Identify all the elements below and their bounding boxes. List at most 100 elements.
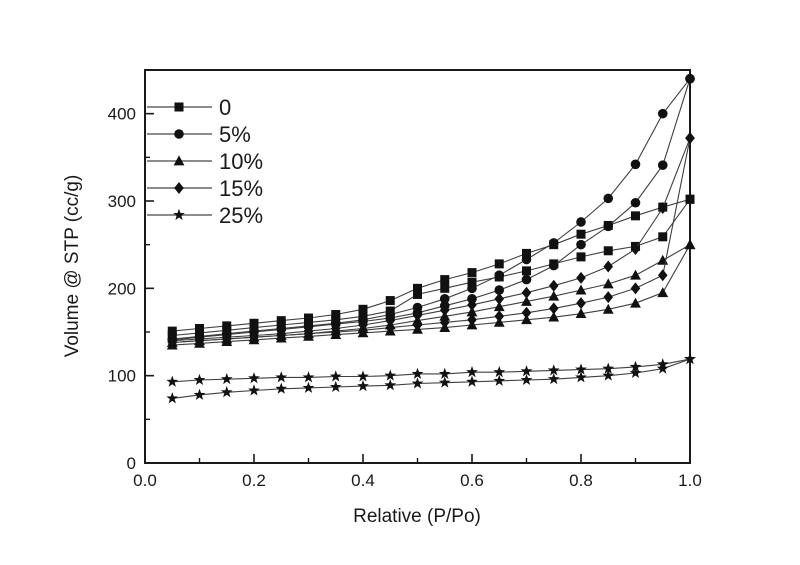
triangle-marker: [575, 308, 587, 319]
circle-marker: [467, 283, 477, 294]
triangle-marker: [493, 301, 505, 312]
branch-line: [172, 244, 691, 346]
star-marker: [173, 208, 185, 221]
diamond-marker: [603, 291, 614, 304]
square-marker: [222, 321, 232, 331]
legend-label: 15%: [219, 176, 263, 201]
series-circle: [167, 73, 695, 345]
star-marker: [411, 377, 424, 389]
legend-item: 25%: [147, 203, 263, 228]
square-marker: [631, 211, 640, 221]
star-marker: [493, 374, 506, 386]
diamond-marker: [576, 271, 586, 284]
star-marker: [575, 371, 587, 383]
y-tick-label: 100: [108, 367, 136, 386]
star-marker: [629, 366, 642, 379]
circle-marker: [467, 294, 477, 304]
circle-marker: [685, 73, 695, 84]
star-marker: [357, 379, 369, 392]
star-marker: [466, 375, 478, 387]
diamond-marker: [412, 319, 423, 332]
branch-line: [172, 358, 691, 383]
square-marker: [576, 252, 586, 262]
triangle-marker: [173, 155, 185, 166]
circle-marker: [521, 274, 532, 285]
diamond-marker: [521, 286, 532, 299]
star-marker: [193, 388, 206, 400]
star-marker: [602, 369, 615, 381]
branch-line: [172, 358, 691, 399]
diamond-marker: [330, 322, 341, 335]
circle-marker: [603, 221, 614, 232]
triangle-marker: [657, 287, 669, 298]
x-axis-label: Relative (P/Po): [353, 506, 481, 527]
star-marker: [520, 365, 533, 377]
legend-item: 15%: [147, 176, 263, 201]
branch-line: [172, 137, 691, 344]
diamond-marker: [603, 260, 614, 273]
circle-marker: [630, 197, 641, 208]
square-marker: [603, 246, 613, 256]
triangle-marker: [602, 278, 614, 289]
legend-label: 0: [219, 95, 231, 120]
circle-marker: [576, 217, 586, 227]
diamond-marker: [494, 310, 505, 323]
square-marker: [249, 318, 259, 328]
star-marker: [166, 392, 179, 404]
diamond-marker: [548, 302, 559, 315]
square-marker: [413, 289, 422, 299]
diamond-marker: [385, 321, 396, 334]
square-marker: [494, 259, 504, 269]
triangle-marker: [602, 303, 614, 314]
circle-marker: [576, 239, 586, 250]
star-marker: [275, 382, 288, 394]
diamond-marker: [167, 334, 178, 347]
legend-label: 5%: [219, 122, 251, 147]
star-marker: [384, 369, 397, 381]
star-marker: [329, 380, 342, 393]
star-marker: [656, 358, 669, 370]
star-marker: [466, 365, 478, 378]
circle-marker: [494, 285, 505, 295]
circle-marker: [412, 302, 423, 313]
star-marker: [220, 372, 233, 385]
star-marker: [411, 367, 424, 379]
diamond-marker: [439, 304, 450, 317]
triangle-marker: [521, 314, 532, 325]
star-marker: [275, 371, 288, 383]
star-marker: [602, 362, 615, 374]
star-marker: [493, 365, 506, 378]
star-marker: [575, 363, 587, 375]
axes: 0.0 0.2 0.4 0.6 0.8 1.0 0 100 200 300 400: [108, 69, 702, 490]
diamond-marker: [576, 297, 586, 310]
star-marker: [547, 372, 560, 385]
y-axis-label: Volume @ STP (cc/g): [62, 175, 83, 358]
star-marker: [384, 379, 397, 391]
legend-label: 10%: [219, 149, 263, 174]
diamond-marker: [657, 269, 668, 282]
diamond-marker: [467, 298, 477, 311]
diamond-marker: [249, 329, 259, 342]
circle-marker: [657, 108, 668, 119]
x-tick-label: 0.0: [133, 471, 157, 490]
diamond-marker: [385, 314, 396, 327]
diamond-marker: [221, 331, 232, 344]
legend-item: 5%: [147, 122, 251, 147]
diamond-marker: [685, 132, 695, 145]
triangle-marker: [630, 269, 641, 280]
diamond-marker: [521, 306, 532, 319]
diamond-marker: [467, 313, 477, 326]
circle-marker: [439, 294, 450, 304]
star-marker: [520, 373, 533, 386]
triangle-marker: [684, 239, 696, 250]
square-marker: [576, 229, 586, 239]
square-marker: [467, 268, 477, 278]
square-marker: [385, 296, 395, 306]
legend-label: 25%: [219, 203, 263, 228]
data-series: [166, 73, 696, 404]
diamond-marker: [412, 309, 423, 322]
series-diamond: [167, 132, 695, 349]
star-marker: [302, 381, 315, 393]
square-marker: [685, 194, 695, 204]
star-marker: [193, 373, 206, 386]
